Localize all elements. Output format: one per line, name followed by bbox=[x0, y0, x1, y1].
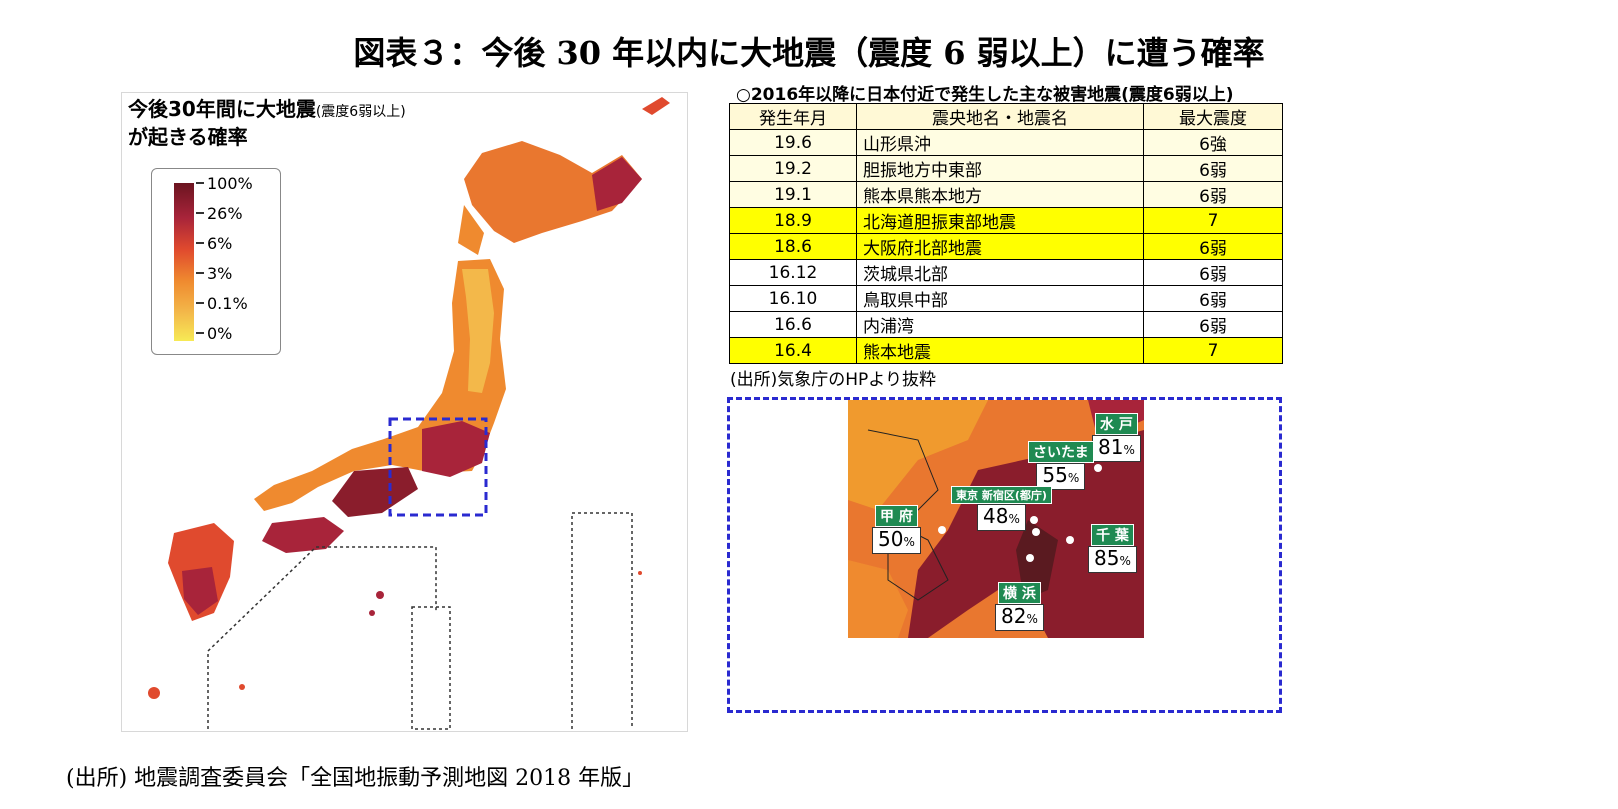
legend-item: 26% bbox=[196, 203, 243, 223]
city-probability: 85% bbox=[1088, 546, 1137, 573]
legend-item: 0.1% bbox=[196, 293, 248, 313]
table-caption: ○2016年以降に日本付近で発生した主な被害地震(震度6弱以上) bbox=[736, 85, 1234, 105]
legend-item: 3% bbox=[196, 263, 232, 283]
figure-source: (出所) 地震調査委員会「全国地振動予測地図 2018 年版」 bbox=[66, 766, 645, 791]
legend-color-scale bbox=[174, 183, 194, 341]
table-row-highlighted: 18.9 北海道胆振東部地震 7 bbox=[729, 207, 1283, 234]
name-cell: 大阪府北部地震 bbox=[856, 233, 1144, 260]
earthquake-table: 発生年月 震央地名・地震名 最大震度 19.6 山形県沖 6強 19.2 胆振地… bbox=[729, 103, 1283, 364]
city-name: 千 葉 bbox=[1090, 524, 1134, 546]
date-cell: 16.12 bbox=[729, 259, 857, 286]
table-row-highlighted: 18.6 大阪府北部地震 6弱 bbox=[729, 233, 1283, 260]
city-label-tokyo: 東京 新宿区(都庁) 48% bbox=[951, 486, 1052, 531]
column-header: 発生年月 bbox=[729, 103, 857, 130]
city-name: 水 戸 bbox=[1094, 413, 1138, 435]
date-cell: 19.6 bbox=[729, 129, 857, 156]
intensity-cell: 6弱 bbox=[1143, 181, 1283, 208]
name-cell: 熊本地震 bbox=[856, 337, 1144, 364]
city-name: 東京 新宿区(都庁) bbox=[951, 486, 1052, 504]
city-probability: 48% bbox=[977, 504, 1026, 531]
city-label-chiba: 千 葉 85% bbox=[1088, 524, 1137, 573]
legend-item: 6% bbox=[196, 233, 232, 253]
city-name: さいたま bbox=[1028, 441, 1094, 463]
table-row: 16.6 内浦湾 6弱 bbox=[729, 311, 1283, 338]
name-cell: 内浦湾 bbox=[856, 311, 1144, 338]
city-label-yokohama: 横 浜 82% bbox=[995, 582, 1044, 631]
column-header: 震央地名・地震名 bbox=[856, 103, 1144, 130]
table-row: 19.2 胆振地方中東部 6弱 bbox=[729, 155, 1283, 182]
column-header: 最大震度 bbox=[1143, 103, 1283, 130]
date-cell: 18.9 bbox=[729, 207, 857, 234]
city-probability: 81% bbox=[1092, 435, 1141, 462]
intensity-cell: 6強 bbox=[1143, 129, 1283, 156]
intensity-cell: 7 bbox=[1143, 337, 1283, 364]
city-name: 横 浜 bbox=[997, 582, 1041, 604]
table-source: (出所)気象庁のHPより抜粋 bbox=[730, 370, 936, 390]
intensity-cell: 7 bbox=[1143, 207, 1283, 234]
date-cell: 19.2 bbox=[729, 155, 857, 182]
intensity-cell: 6弱 bbox=[1143, 285, 1283, 312]
map-heading-sub: (震度6弱以上) bbox=[315, 104, 406, 120]
intensity-cell: 6弱 bbox=[1143, 259, 1283, 286]
map-heading-line2: が起きる確率 bbox=[128, 125, 248, 149]
name-cell: 山形県沖 bbox=[856, 129, 1144, 156]
map-heading-main: 今後30年間に大地震 bbox=[128, 97, 316, 121]
date-cell: 16.10 bbox=[729, 285, 857, 312]
legend-item: 0% bbox=[196, 323, 232, 343]
table-row-highlighted: 16.4 熊本地震 7 bbox=[729, 337, 1283, 364]
date-cell: 18.6 bbox=[729, 233, 857, 260]
city-label-mito: 水 戸 81% bbox=[1092, 413, 1141, 462]
name-cell: 茨城県北部 bbox=[856, 259, 1144, 286]
table-row: 16.10 鳥取県中部 6弱 bbox=[729, 285, 1283, 312]
intensity-cell: 6弱 bbox=[1143, 311, 1283, 338]
name-cell: 熊本県熊本地方 bbox=[856, 181, 1144, 208]
name-cell: 胆振地方中東部 bbox=[856, 155, 1144, 182]
table-header-row: 発生年月 震央地名・地震名 最大震度 bbox=[729, 103, 1283, 130]
map-legend: 100% 26% 6% 3% 0.1% 0% bbox=[151, 168, 281, 355]
table-row: 19.1 熊本県熊本地方 6弱 bbox=[729, 181, 1283, 208]
city-label-saitama: さいたま 55% bbox=[1028, 441, 1094, 490]
date-cell: 19.1 bbox=[729, 181, 857, 208]
city-probability: 82% bbox=[995, 604, 1044, 631]
city-probability: 50% bbox=[872, 527, 921, 554]
table-row: 16.12 茨城県北部 6弱 bbox=[729, 259, 1283, 286]
date-cell: 16.4 bbox=[729, 337, 857, 364]
city-label-kofu: 甲 府 50% bbox=[872, 505, 921, 554]
name-cell: 北海道胆振東部地震 bbox=[856, 207, 1144, 234]
japan-map-graphic bbox=[148, 97, 670, 730]
city-probability: 55% bbox=[1036, 463, 1086, 490]
legend-item: 100% bbox=[196, 173, 253, 193]
table-row: 19.6 山形県沖 6強 bbox=[729, 129, 1283, 156]
date-cell: 16.6 bbox=[729, 311, 857, 338]
city-name: 甲 府 bbox=[874, 505, 918, 527]
page-title: 図表３：今後 30 年以内に大地震（震度 6 弱以上）に遭う確率 bbox=[353, 34, 1265, 72]
inset-frame bbox=[727, 397, 1282, 713]
map-heading: 今後30年間に大地震(震度6弱以上) が起きる確率 bbox=[128, 97, 406, 150]
intensity-cell: 6弱 bbox=[1143, 155, 1283, 182]
japan-hazard-map: 今後30年間に大地震(震度6弱以上) が起きる確率 100% 26% 6% 3%… bbox=[121, 92, 688, 732]
intensity-cell: 6弱 bbox=[1143, 233, 1283, 260]
name-cell: 鳥取県中部 bbox=[856, 285, 1144, 312]
